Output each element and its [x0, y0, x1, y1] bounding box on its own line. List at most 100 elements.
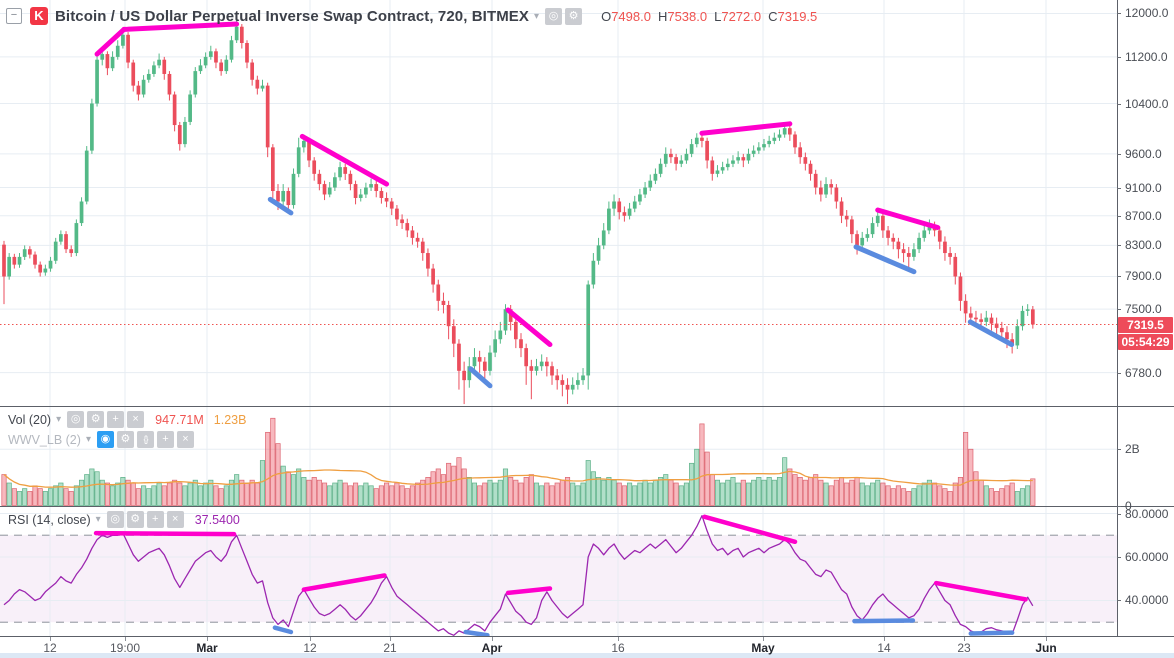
- time-axis-label: 14: [877, 641, 891, 655]
- bar-countdown-badge: 05:54:29: [1118, 333, 1173, 350]
- time-axis[interactable]: 12 19:00 Mar 12 21 Apr 16 May 14 23 Jun: [0, 637, 1117, 655]
- axis-tick: [1117, 557, 1121, 558]
- grid-lines: [0, 507, 1117, 637]
- settings-icon[interactable]: ⚙: [87, 411, 105, 428]
- volume-chart[interactable]: [0, 407, 1117, 507]
- volume-indicator-label[interactable]: Vol (20): [8, 412, 52, 427]
- pane-separator[interactable]: [0, 406, 1174, 407]
- remove-icon[interactable]: ×: [176, 431, 194, 448]
- chevron-down-icon[interactable]: ▾: [85, 434, 91, 445]
- high-label: H: [657, 8, 668, 24]
- time-axis-tick: [964, 637, 965, 641]
- price-axis-label: 7900.0: [1125, 269, 1162, 284]
- axis-tick: [1117, 276, 1121, 278]
- high-value: 7538.0: [667, 8, 708, 24]
- time-axis-label: 23: [957, 641, 971, 655]
- pane-separator[interactable]: [0, 506, 1174, 507]
- grid-lines: [0, 407, 1117, 507]
- axis-tick: [1117, 513, 1121, 515]
- time-axis-tick: [763, 637, 764, 641]
- volume-ma-line: [3, 469, 1033, 488]
- rsi-axis-label: 60.0000: [1125, 550, 1169, 564]
- hide-marks-icon[interactable]: ◎: [545, 7, 563, 25]
- close-value: 7319.5: [777, 8, 818, 24]
- add-icon[interactable]: +: [107, 411, 125, 428]
- volume-bars: [1, 417, 1036, 506]
- source-code-icon[interactable]: {}: [136, 431, 154, 448]
- wwv-legend: WWV_LB (2) ▾ ◉ ⚙ {} + ×: [8, 431, 197, 448]
- close-label: C: [768, 8, 778, 24]
- price-chart[interactable]: [0, 0, 1117, 407]
- time-axis-label: 19:00: [109, 641, 141, 655]
- hide-icon[interactable]: ◎: [67, 411, 85, 428]
- window-bottom-edge: [0, 653, 1174, 658]
- rsi-chart[interactable]: [0, 507, 1117, 637]
- rsi-axis-label: 80.0000: [1125, 506, 1169, 521]
- rsi-legend: RSI (14, close) ▾ ◎ ⚙ + × 37.5400: [8, 511, 240, 528]
- volume-legend: Vol (20) ▾ ◎ ⚙ + × 947.71M 1.23B: [8, 411, 246, 428]
- axis-tick: [1117, 13, 1121, 15]
- price-axis-label: 9600.0: [1125, 146, 1162, 161]
- symbol-title[interactable]: Bitcoin / US Dollar Perpetual Inverse Sw…: [55, 7, 530, 25]
- chevron-down-icon[interactable]: ▾: [56, 414, 62, 425]
- remove-icon[interactable]: ×: [166, 511, 184, 528]
- time-axis-tick: [310, 637, 311, 641]
- candles: [2, 19, 1035, 405]
- hide-icon[interactable]: ◎: [106, 511, 124, 528]
- visibility-on-icon[interactable]: ◉: [96, 431, 114, 448]
- rsi-indicator-label[interactable]: RSI (14, close): [8, 512, 91, 527]
- open-value: 7498.0: [611, 8, 651, 24]
- time-axis-label: May: [751, 641, 775, 655]
- axis-tick: [1117, 245, 1121, 247]
- price-axis-label: 9100.0: [1125, 180, 1162, 195]
- price-trendlines: [94, 21, 1015, 389]
- add-icon[interactable]: +: [146, 511, 164, 528]
- open-label: O: [601, 8, 612, 24]
- volume-current-value: 947.71M: [155, 412, 204, 427]
- time-axis-tick: [884, 637, 885, 641]
- axis-tick: [1117, 153, 1121, 155]
- low-label: L: [714, 8, 722, 24]
- time-axis-tick: [1046, 637, 1047, 641]
- time-axis-tick: [390, 637, 391, 641]
- pane-separator: [0, 636, 1174, 637]
- axis-tick: [1117, 600, 1121, 602]
- axis-tick: [1117, 505, 1121, 507]
- chevron-down-icon[interactable]: ▾: [95, 514, 101, 525]
- axis-tick: [1117, 187, 1121, 189]
- time-axis-label: 21: [383, 641, 397, 655]
- settings-icon[interactable]: ⚙: [565, 7, 583, 25]
- axis-tick: [1117, 449, 1121, 451]
- price-axis-label: 11200.0: [1125, 49, 1168, 64]
- time-axis-tick: [125, 637, 126, 641]
- axis-tick: [1117, 215, 1121, 217]
- last-price-badge: 7319.5: [1118, 316, 1173, 333]
- exchange-logo: K: [30, 7, 48, 25]
- remove-icon[interactable]: ×: [127, 411, 145, 428]
- rsi-current-value: 37.5400: [194, 512, 240, 527]
- axis-tick: [1117, 372, 1121, 374]
- price-axis-label: 10400.0: [1125, 96, 1169, 111]
- price-axis[interactable]: 7319.5 05:54:29 12000.0 11200.0 10400.0 960…: [1117, 0, 1174, 658]
- time-axis-label: Apr: [481, 641, 503, 655]
- wwv-indicator-label[interactable]: WWV_LB (2): [8, 432, 81, 447]
- time-axis-label: 12: [303, 641, 317, 655]
- time-axis-tick: [618, 637, 619, 641]
- time-axis-tick: [207, 637, 208, 641]
- price-axis-label: 12000.0: [1125, 6, 1169, 21]
- price-axis-border: [1117, 0, 1118, 637]
- add-icon[interactable]: +: [156, 431, 174, 448]
- chevron-down-icon[interactable]: ▾: [534, 10, 540, 22]
- time-axis-tick: [492, 637, 493, 641]
- collapse-pane-button[interactable]: −: [6, 8, 22, 24]
- settings-icon[interactable]: ⚙: [126, 511, 144, 528]
- settings-icon[interactable]: ⚙: [116, 431, 134, 448]
- grid-lines: [0, 0, 1117, 407]
- volume-average-value: 1.23B: [213, 412, 247, 427]
- price-axis-label: 6780.0: [1125, 365, 1162, 380]
- price-axis-label: 7500.0: [1125, 302, 1162, 317]
- axis-tick: [1117, 103, 1121, 105]
- volume-axis-label: 2B: [1125, 442, 1140, 457]
- symbol-legend: − K Bitcoin / US Dollar Perpetual Invers…: [6, 7, 824, 25]
